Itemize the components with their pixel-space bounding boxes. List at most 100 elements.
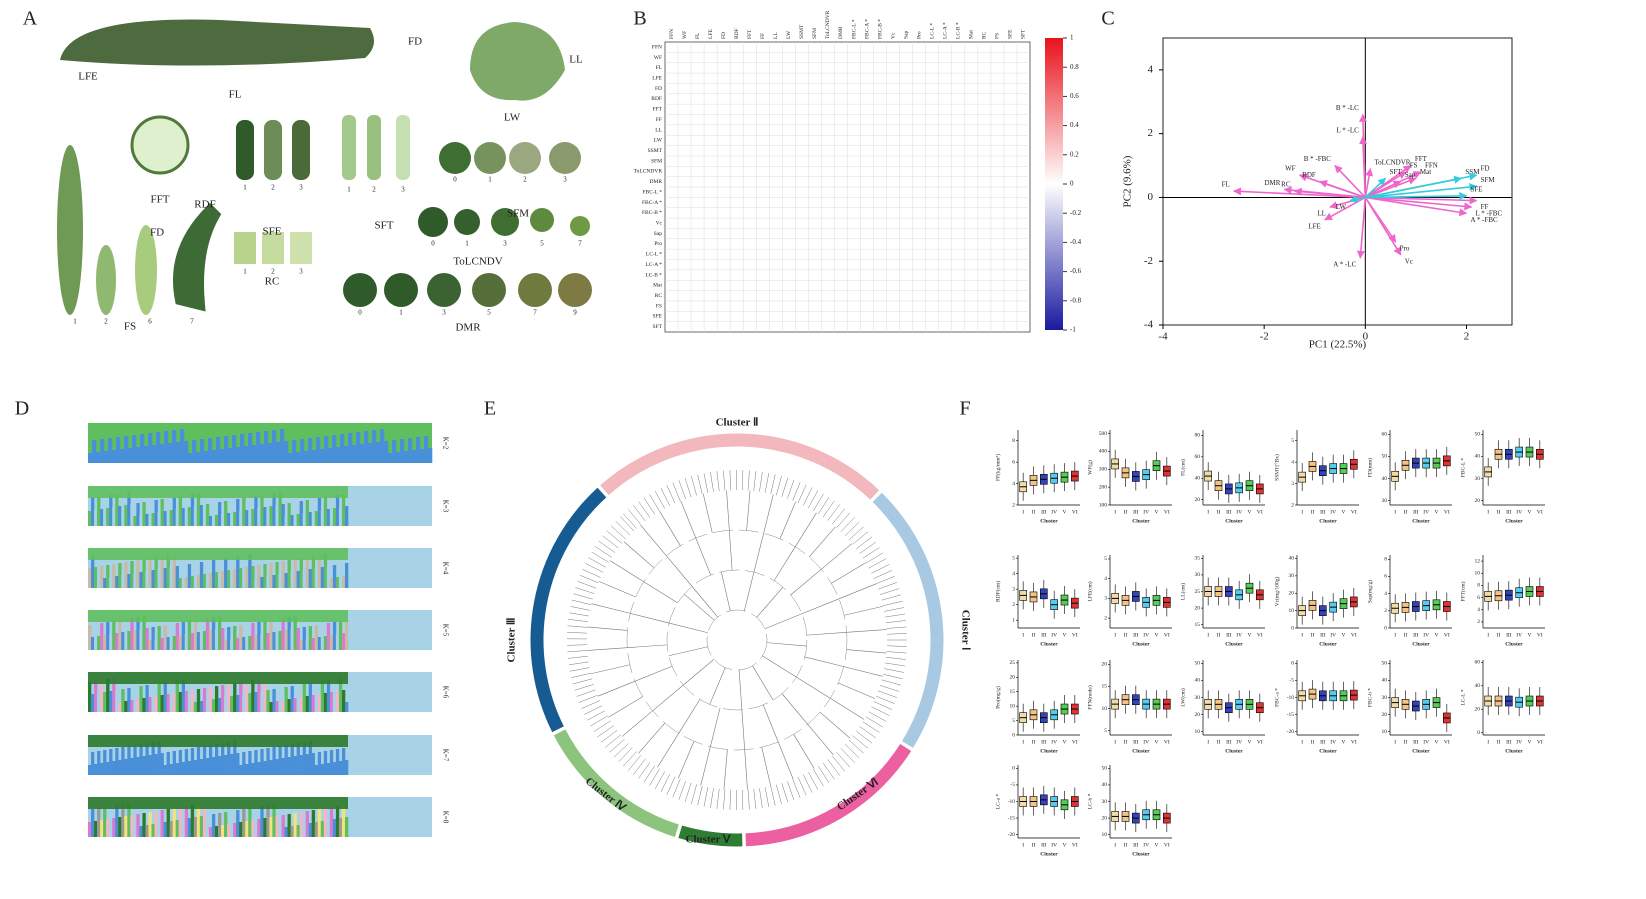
trait-label: ToLCNDV	[453, 256, 502, 268]
structure-bar	[311, 753, 316, 775]
x-tick-label: III	[1506, 739, 1512, 745]
y-tick-label: 5	[1291, 438, 1294, 444]
structure-bar	[248, 636, 252, 650]
structure-bar	[296, 743, 300, 775]
structure-bar	[92, 440, 97, 463]
structure-bar	[88, 765, 92, 775]
cluster-arc	[745, 743, 912, 847]
y-tick-label: 5	[1012, 718, 1015, 724]
structure-bar	[239, 765, 243, 775]
col-label: ToLCNDVR	[825, 10, 831, 39]
structure-bar	[272, 493, 276, 526]
structure-bar	[251, 820, 255, 837]
structure-bar	[145, 514, 149, 526]
y-axis-label: LC-L *	[1460, 689, 1466, 705]
x-tick-label: IV	[1143, 842, 1149, 848]
y-tick-label: 12	[1475, 558, 1481, 564]
structure-bar	[154, 557, 158, 588]
branch	[577, 581, 597, 589]
y-tick-label: -2	[1144, 255, 1153, 267]
y-tick-label: 50	[1102, 766, 1108, 772]
y-axis-label: FBC-a *	[1274, 688, 1280, 707]
x-tick-label: IV	[1236, 632, 1242, 638]
grade-label: 2	[523, 176, 527, 184]
row-label: LL	[655, 127, 662, 133]
structure-bar	[288, 453, 293, 463]
vector-label: LFE	[1308, 222, 1320, 230]
loading-vector	[1365, 172, 1478, 199]
branch	[598, 581, 636, 598]
y-tick-label: 25	[1010, 660, 1016, 666]
branch	[638, 762, 651, 779]
structure-bar	[91, 498, 95, 526]
branch	[660, 487, 671, 506]
trait-label: LW	[504, 112, 521, 124]
x-tick-label: II	[1311, 509, 1315, 515]
structure-bar	[245, 567, 249, 588]
x-tick-label: IV	[1236, 739, 1242, 745]
structure-bar	[248, 433, 253, 463]
structure-bar	[242, 694, 246, 712]
structure-bar	[157, 741, 161, 775]
branch	[827, 759, 840, 776]
row-label: LC-L *	[646, 252, 662, 258]
structure-bar	[230, 811, 234, 837]
structure-bar	[227, 684, 231, 712]
branch	[602, 535, 619, 549]
y-tick-label: -15	[1008, 815, 1016, 821]
branch	[759, 788, 763, 809]
structure-bar	[344, 817, 349, 837]
structure-bar	[308, 823, 313, 837]
col-label: SSMT	[799, 24, 805, 39]
structure-bar	[380, 429, 385, 463]
branch	[822, 762, 835, 780]
branch	[594, 546, 612, 558]
structure-bar	[139, 686, 143, 712]
structure-bar	[148, 697, 152, 712]
row-label: FD	[655, 86, 662, 92]
branch	[873, 570, 893, 579]
branch	[873, 701, 893, 710]
branch	[832, 755, 846, 772]
branch	[726, 490, 730, 531]
structure-bar	[332, 622, 337, 650]
branch	[609, 560, 644, 582]
x-tick-label: II	[1032, 632, 1036, 638]
structure-bar	[151, 742, 155, 775]
grade-label: 1	[243, 184, 247, 192]
x-tick-label: V	[1063, 632, 1067, 638]
colorbar-tick-label: 0.2	[1070, 150, 1079, 158]
structure-bar	[332, 565, 337, 588]
cluster-label: Cluster Ⅴ	[686, 834, 731, 846]
structure-bar	[193, 620, 198, 650]
structure-bar	[108, 438, 113, 463]
structure-bar	[278, 492, 282, 526]
structure-bar	[136, 560, 140, 588]
branch	[669, 622, 708, 634]
grade-label: 3	[442, 309, 446, 317]
colorbar-tick-label: 0.8	[1070, 63, 1079, 71]
x-tick-label: VI	[1257, 509, 1263, 515]
x-tick-label: IV	[1143, 632, 1149, 638]
y-tick-label: 20	[1475, 498, 1481, 504]
structure-bar	[154, 754, 158, 775]
y-tick-label: 2	[1012, 502, 1015, 508]
structure-bar	[214, 686, 219, 712]
y-tick-label: 2	[1384, 608, 1387, 614]
branch	[885, 613, 906, 618]
x-tick-label: VI	[1164, 739, 1170, 745]
y-tick-label: 2	[1104, 615, 1107, 621]
branch	[697, 785, 703, 806]
x-tick-label: III	[1133, 509, 1139, 515]
structure-bar	[287, 617, 291, 650]
k-label: K=2	[441, 437, 449, 450]
structure-bar	[106, 565, 110, 588]
structure-bar	[112, 621, 116, 650]
x-axis-label: Cluster	[1225, 641, 1243, 647]
structure-bar	[360, 444, 365, 463]
branch	[759, 471, 763, 492]
structure-bar	[320, 624, 325, 650]
structure-bar	[187, 761, 192, 775]
branch	[588, 557, 606, 568]
grade-label: 5	[487, 309, 491, 317]
